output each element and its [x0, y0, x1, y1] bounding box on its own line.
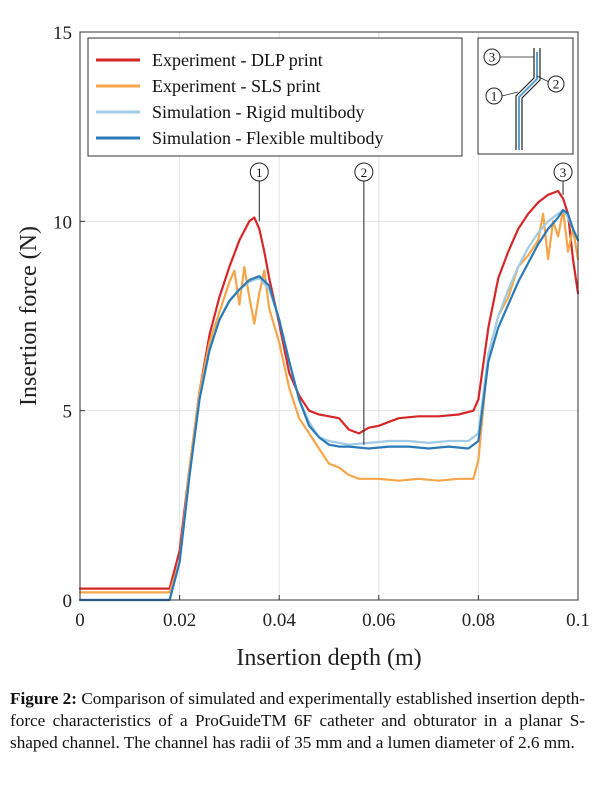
annotation-circle — [354, 162, 374, 182]
legend-label-4: Simulation - Flexible multibody — [152, 128, 384, 148]
channel-wall-left — [515, 48, 535, 150]
series-layer — [78, 189, 580, 602]
x-tick-label: 0.08 — [462, 610, 495, 631]
x-tick-label: 0.02 — [163, 610, 196, 631]
legend-label-1: Experiment - DLP print — [152, 50, 323, 70]
y-axis-label: Insertion force (N) — [16, 226, 42, 406]
legend-label-3: Simulation - Rigid multibody — [152, 102, 365, 122]
series-line-4 — [78, 208, 580, 602]
legend-label-2: Experiment - SLS print — [152, 76, 320, 96]
y-tick-label: 10 — [53, 212, 72, 233]
inset-diagram: 3 2 1 — [477, 37, 574, 155]
inset-marker-3-circle — [483, 48, 501, 66]
channel-wall-right — [521, 48, 541, 150]
plot-frame — [79, 31, 579, 601]
chart: 1 2 3 0 0.02 0.04 0.06 0.08 0.1 0 5 10 15 Insertion… — [16, 23, 590, 671]
figure-caption: Figure 2: Comparison of simulated and ex… — [10, 688, 585, 754]
y-tick-label: 15 — [53, 23, 72, 44]
annotation-label-3: 3 — [560, 165, 567, 180]
legend: Experiment - DLP print Experiment - SLS p… — [87, 37, 463, 157]
annotation-circle — [553, 162, 573, 182]
inset-marker-1: 1 — [491, 89, 498, 104]
annotation-circle — [249, 162, 269, 182]
annotations: 1 2 3 — [249, 162, 573, 445]
caption-label: Figure 2: — [10, 689, 78, 708]
y-tick-label: 0 — [63, 591, 73, 612]
y-tick-label: 5 — [63, 402, 73, 423]
inset-marker-1-circle — [485, 87, 503, 105]
legend-box — [87, 37, 463, 157]
x-axis-label: Insertion depth (m) — [236, 645, 421, 671]
x-tick-label: 0.06 — [362, 610, 395, 631]
ticks: 0 0.02 0.04 0.06 0.08 0.1 0 5 10 15 — [53, 23, 590, 631]
caption-text: Comparison of simulated and experimental… — [10, 689, 585, 752]
x-tick-label: 0 — [75, 610, 85, 631]
annotation-label-1: 1 — [256, 165, 263, 180]
series-line-3 — [78, 208, 580, 602]
x-tick-label: 0.1 — [566, 610, 590, 631]
annotation-label-2: 2 — [361, 165, 368, 180]
leader-1 — [501, 91, 519, 97]
x-tick-label: 0.04 — [263, 610, 297, 631]
leader-2 — [536, 75, 550, 83]
catheter-path — [518, 52, 538, 150]
inset-marker-2-circle — [547, 75, 565, 93]
inset-marker-2: 2 — [553, 77, 560, 92]
series-line-1 — [78, 189, 580, 590]
inset-marker-3: 3 — [489, 50, 496, 65]
